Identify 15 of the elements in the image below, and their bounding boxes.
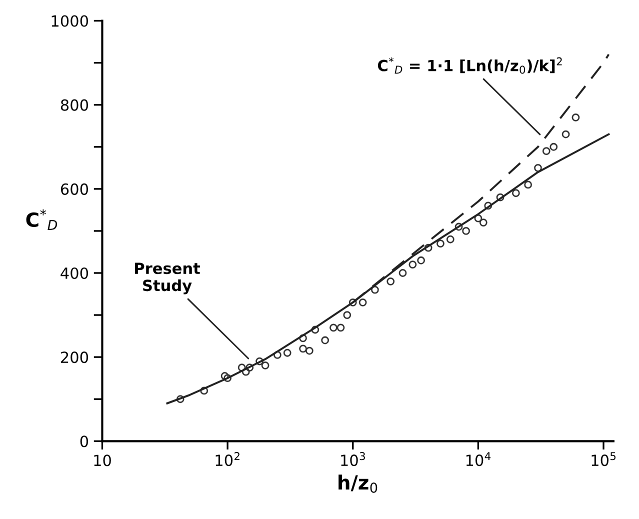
y-tick-label: 600 (60, 183, 88, 195)
y-tick-label: 200 (61, 352, 88, 364)
y-tick-label: 0 (80, 436, 88, 448)
x-tick-label: 10$^{5}$ (592, 452, 616, 466)
x-tick-label: 10$^{4}$ (466, 452, 491, 466)
x-tick-label: 10$^{2}$ (216, 452, 240, 466)
x-tick-label: 10 (94, 454, 111, 466)
y-tick-label: 800 (60, 99, 88, 111)
y-tick-label: 400 (60, 267, 88, 280)
x-tick-label: 10$^{3}$ (341, 452, 365, 466)
annotation: C$^{*}$$_{D}$ = 1·1 [Ln(h/z$_{0}$)/k]$^{2}$ (378, 57, 562, 74)
y-axis-title: C$^{*}$$_{D}$ (26, 209, 58, 230)
y-tick-label: 1000 (52, 15, 88, 27)
x-axis-title: h/z$_{0}$ (338, 474, 378, 493)
annotation: Present Study (135, 262, 200, 294)
